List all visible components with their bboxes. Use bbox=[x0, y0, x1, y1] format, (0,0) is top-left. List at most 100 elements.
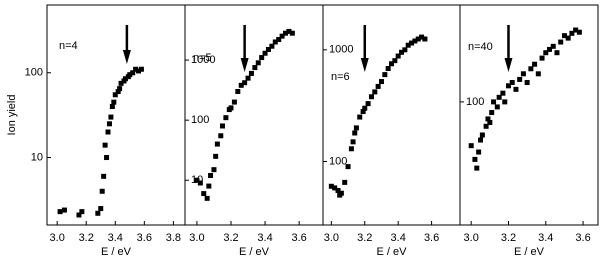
data-point bbox=[419, 34, 425, 40]
data-point bbox=[350, 139, 356, 145]
data-point bbox=[122, 76, 128, 82]
data-point bbox=[509, 80, 515, 86]
data-point bbox=[505, 83, 511, 89]
plot-frame bbox=[46, 4, 186, 226]
data-point bbox=[208, 172, 214, 178]
x-axis-label: E / eV bbox=[239, 246, 270, 258]
data-point bbox=[283, 30, 289, 36]
data-point bbox=[106, 121, 112, 127]
data-point bbox=[368, 94, 374, 100]
data-point bbox=[79, 209, 85, 215]
x-tick-label: 3.0 bbox=[464, 232, 479, 244]
data-point bbox=[204, 195, 210, 201]
y-tick-label: 1000 bbox=[329, 44, 353, 56]
data-point bbox=[112, 92, 118, 98]
data-point bbox=[489, 110, 495, 116]
data-point bbox=[483, 123, 489, 129]
data-point bbox=[532, 61, 538, 67]
y-tick-label: 100 bbox=[25, 67, 43, 79]
data-point bbox=[286, 28, 292, 34]
data-point bbox=[102, 142, 108, 148]
data-point bbox=[269, 43, 275, 49]
data-point bbox=[111, 99, 117, 105]
data-point bbox=[289, 30, 295, 36]
plot-frame bbox=[459, 4, 599, 226]
data-point bbox=[276, 36, 282, 42]
data-point bbox=[238, 82, 244, 88]
data-point bbox=[272, 39, 278, 45]
x-axis-label: E / eV bbox=[377, 246, 408, 258]
data-point bbox=[338, 190, 344, 196]
data-point bbox=[547, 46, 553, 52]
data-point bbox=[279, 33, 285, 39]
data-point bbox=[528, 66, 534, 72]
data-point bbox=[335, 187, 341, 193]
data-point bbox=[554, 50, 560, 56]
x-tick-label: 3.0 bbox=[50, 232, 65, 244]
data-point bbox=[395, 53, 401, 59]
data-point bbox=[362, 105, 368, 111]
data-point bbox=[194, 177, 200, 183]
data-point bbox=[502, 99, 508, 105]
data-point bbox=[561, 33, 567, 39]
y-tick-label: 1000 bbox=[191, 54, 215, 66]
data-point bbox=[345, 164, 351, 170]
data-point bbox=[108, 114, 114, 120]
data-point bbox=[573, 27, 579, 33]
data-point bbox=[98, 206, 104, 212]
data-point bbox=[372, 89, 378, 95]
data-point bbox=[365, 101, 371, 107]
data-point bbox=[375, 83, 381, 89]
x-tick-label: 3.0 bbox=[189, 232, 204, 244]
data-point bbox=[517, 76, 523, 82]
data-point bbox=[61, 207, 67, 213]
data-point bbox=[389, 61, 394, 67]
data-point bbox=[218, 133, 224, 139]
data-point bbox=[201, 191, 207, 197]
data-point bbox=[197, 180, 203, 186]
data-point bbox=[474, 165, 480, 171]
data-point bbox=[405, 42, 411, 48]
data-point bbox=[558, 39, 564, 45]
panel-label: n=40 bbox=[468, 41, 493, 53]
data-point bbox=[213, 153, 219, 159]
x-tick-label: 3.4 bbox=[108, 232, 123, 244]
arrow-head bbox=[122, 50, 131, 64]
data-point bbox=[487, 119, 493, 125]
y-tick-label: 100 bbox=[466, 96, 484, 108]
data-point bbox=[214, 141, 220, 147]
x-tick-label: 3.2 bbox=[357, 232, 372, 244]
data-point bbox=[104, 155, 110, 161]
data-point bbox=[223, 115, 229, 121]
data-point bbox=[136, 68, 142, 74]
y-tick-label: 100 bbox=[191, 114, 209, 126]
x-axis-label: E / eV bbox=[101, 246, 132, 258]
data-point bbox=[412, 38, 418, 44]
data-point bbox=[476, 149, 482, 155]
x-tick-label: 3.2 bbox=[79, 232, 94, 244]
data-point bbox=[109, 103, 115, 109]
x-tick-label: 3.6 bbox=[291, 232, 306, 244]
data-point bbox=[385, 66, 391, 72]
panel-label: n=5 bbox=[193, 52, 212, 64]
panel-label: n=4 bbox=[59, 40, 78, 52]
data-point bbox=[500, 90, 506, 96]
data-point bbox=[348, 146, 354, 152]
data-point bbox=[328, 183, 334, 189]
data-point bbox=[524, 80, 530, 86]
data-point bbox=[255, 60, 261, 66]
data-point bbox=[569, 30, 575, 36]
x-tick-label: 3.6 bbox=[575, 232, 590, 244]
data-point bbox=[248, 70, 254, 76]
data-point bbox=[415, 36, 421, 42]
data-point bbox=[491, 99, 497, 105]
x-tick-label: 3.4 bbox=[538, 232, 553, 244]
data-point bbox=[105, 129, 111, 135]
data-point bbox=[231, 99, 237, 105]
data-point bbox=[543, 50, 549, 56]
x-tick-label: 3.2 bbox=[501, 232, 516, 244]
data-point bbox=[496, 94, 502, 100]
data-point bbox=[235, 88, 241, 94]
